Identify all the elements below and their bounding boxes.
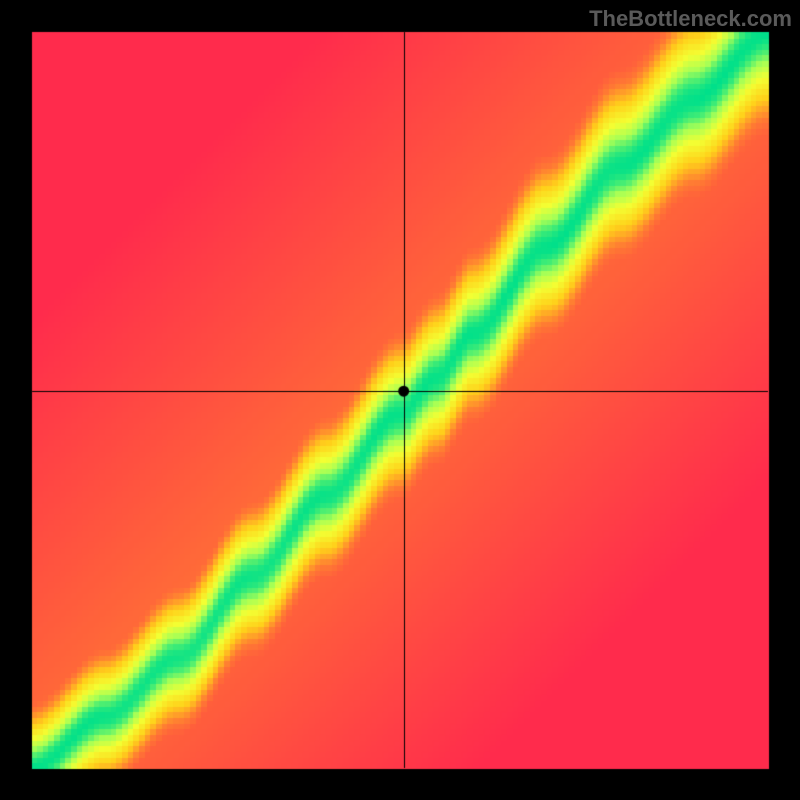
crosshair-overlay bbox=[0, 0, 800, 800]
watermark-text: TheBottleneck.com bbox=[589, 6, 792, 32]
